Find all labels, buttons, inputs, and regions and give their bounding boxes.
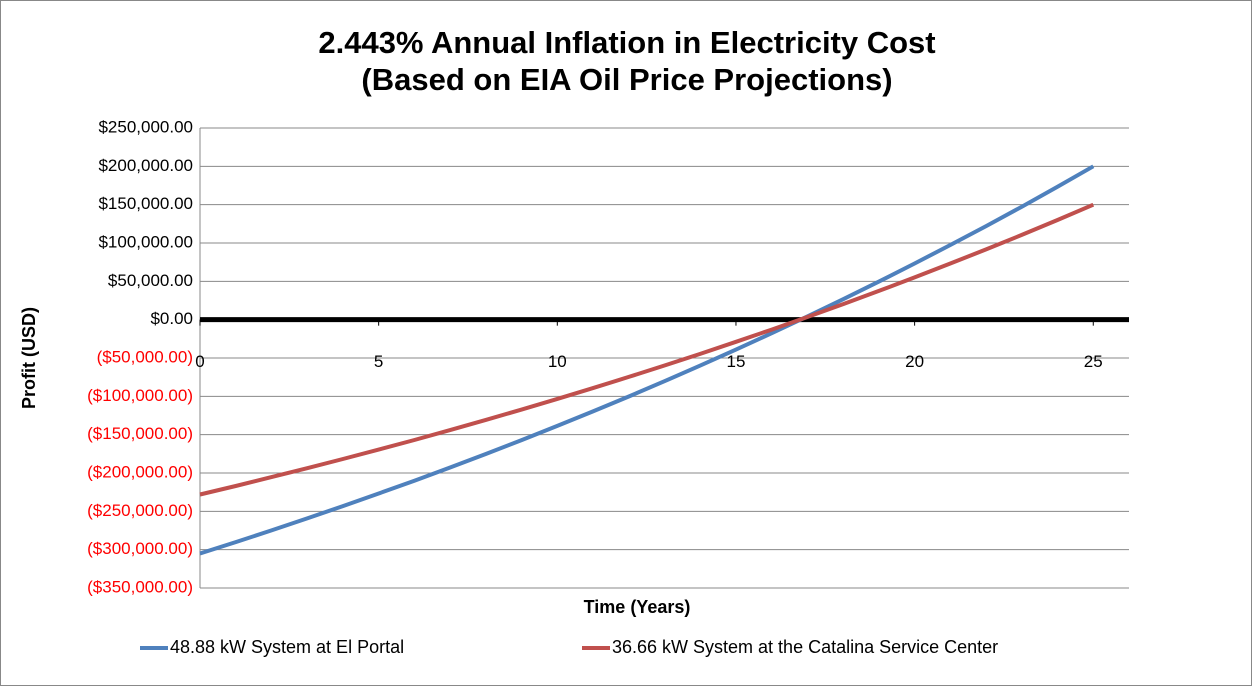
y-tick-label: $250,000.00	[98, 117, 193, 136]
y-tick-label: $0.00	[150, 309, 193, 328]
y-tick-label: ($150,000.00)	[87, 424, 193, 443]
y-tick-label: ($200,000.00)	[87, 462, 193, 481]
chart-subtitle: (Based on EIA Oil Price Projections)	[361, 62, 892, 97]
x-axis-label: Time (Years)	[584, 597, 691, 617]
x-tick-label: 0	[195, 352, 204, 371]
x-tick-label: 5	[374, 352, 383, 371]
legend-label: 48.88 kW System at El Portal	[170, 637, 404, 657]
x-tick-label: 15	[727, 352, 746, 371]
y-tick-label: $50,000.00	[108, 271, 193, 290]
legend-label: 36.66 kW System at the Catalina Service …	[612, 637, 998, 657]
y-tick-label: ($100,000.00)	[87, 386, 193, 405]
x-tick-label: 20	[905, 352, 924, 371]
x-tick-label: 10	[548, 352, 567, 371]
y-tick-label: $150,000.00	[98, 194, 193, 213]
y-tick-label: ($300,000.00)	[87, 539, 193, 558]
y-tick-label: $100,000.00	[98, 232, 193, 251]
x-tick-label: 25	[1084, 352, 1103, 371]
series-line	[199, 202, 1095, 497]
y-tick-label: ($350,000.00)	[87, 577, 193, 596]
y-tick-label: ($50,000.00)	[97, 347, 193, 366]
y-tick-label: $200,000.00	[98, 156, 193, 175]
chart-title: 2.443% Annual Inflation in Electricity C…	[318, 25, 935, 60]
series-line	[199, 164, 1095, 556]
y-axis-label: Profit (USD)	[19, 307, 39, 409]
y-tick-label: ($250,000.00)	[87, 501, 193, 520]
